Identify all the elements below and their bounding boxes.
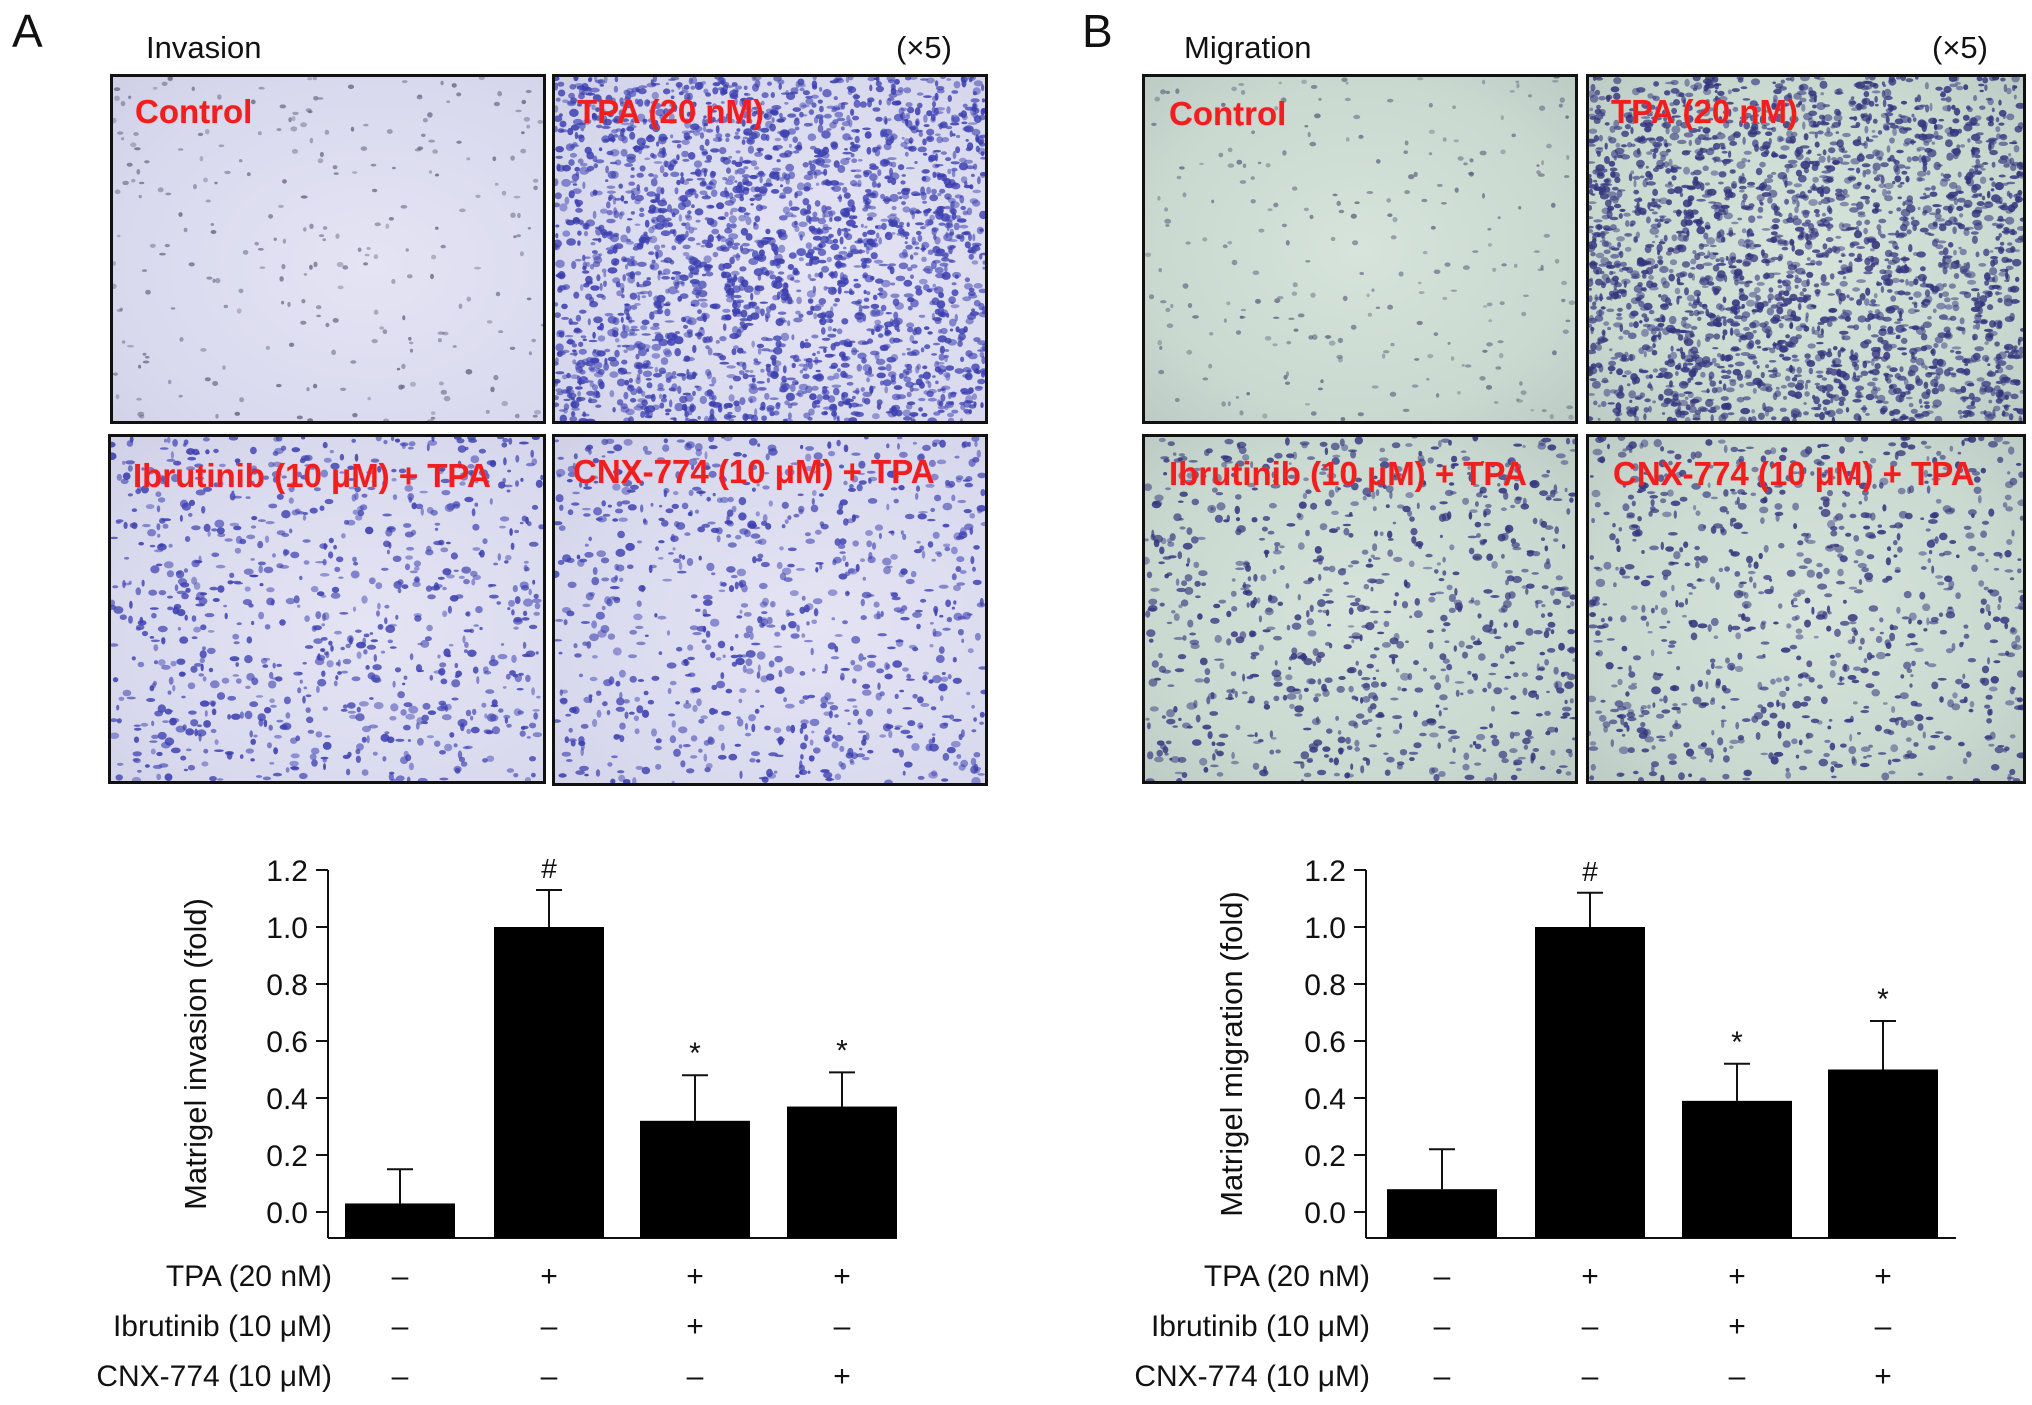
y-tick-label: 0.6 (266, 1026, 308, 1059)
micrograph-invasion-ibrutinib: Ibrutinib (10 μM) + TPA (108, 434, 546, 784)
plus-mark: + (686, 1260, 704, 1293)
micrograph-label: TPA (20 nM) (1611, 93, 1798, 130)
micrograph-invasion-cnx774: CNX-774 (10 μM) + TPA (552, 434, 988, 786)
micrograph-label: Ibrutinib (10 μM) + TPA (133, 457, 491, 494)
significance-marker: * (1731, 1026, 1743, 1059)
bar (1535, 927, 1645, 1238)
magnification-b: (×5) (1932, 30, 1988, 65)
bar (345, 1203, 455, 1238)
condition-row-label: Ibrutinib (10 μM) (1150, 1310, 1370, 1343)
micrograph-label: CNX-774 (10 μM) + TPA (573, 453, 935, 490)
condition-row-label: TPA (20 nM) (165, 1260, 332, 1293)
micrograph-label: CNX-774 (10 μM) + TPA (1613, 455, 1975, 492)
minus-mark: – (540, 1360, 558, 1393)
minus-mark: – (391, 1310, 409, 1343)
condition-row-label: Ibrutinib (10 μM) (112, 1310, 332, 1343)
micrograph-invasion-control: Control (110, 74, 546, 424)
minus-mark: – (1728, 1360, 1746, 1393)
bar (1828, 1069, 1938, 1238)
y-tick-label: 0.8 (1304, 969, 1346, 1002)
minus-mark: – (1581, 1360, 1599, 1393)
cell-stain-field (555, 437, 985, 783)
micrograph-label: Control (135, 93, 253, 130)
panel-letter-a: A (12, 5, 43, 57)
y-tick-label: 0.0 (1304, 1197, 1346, 1230)
plus-mark: + (540, 1260, 558, 1293)
y-tick-label: 0.4 (266, 1083, 308, 1116)
condition-row-label: TPA (20 nM) (1203, 1260, 1370, 1293)
micrograph-label: Control (1169, 95, 1287, 132)
y-axis-label: Matrigel invasion (fold) (178, 898, 213, 1210)
plus-mark: + (1728, 1310, 1746, 1343)
plus-mark: + (1874, 1260, 1892, 1293)
significance-marker: # (1582, 856, 1598, 887)
significance-marker: * (689, 1037, 701, 1070)
y-tick-label: 0.0 (266, 1197, 308, 1230)
y-tick-label: 1.0 (266, 912, 308, 945)
y-tick-label: 0.2 (1304, 1140, 1346, 1173)
micrograph-label: Ibrutinib (10 μM) + TPA (1169, 455, 1527, 492)
plus-mark: + (1874, 1360, 1892, 1393)
minus-mark: – (1581, 1310, 1599, 1343)
plus-mark: + (833, 1260, 851, 1293)
cell-stain-field (555, 77, 985, 421)
y-axis-label: Matrigel migration (fold) (1214, 891, 1249, 1217)
y-tick-label: 0.4 (1304, 1083, 1346, 1116)
minus-mark: – (391, 1360, 409, 1393)
plus-mark: + (833, 1360, 851, 1393)
bar (1682, 1100, 1792, 1238)
significance-marker: * (1877, 983, 1889, 1016)
condition-row-label: CNX-774 (10 μM) (96, 1360, 332, 1393)
cell-stain-field (1589, 437, 2023, 781)
magnification-a: (×5) (896, 30, 952, 65)
panel-title-invasion: Invasion (146, 30, 262, 65)
migration-bar-chart: 0.0 0.2 0.4 0.6 0.8 1.0 1.2 Matrigel migration … (1214, 855, 1956, 1239)
plus-mark: + (686, 1310, 704, 1343)
minus-mark: – (1874, 1310, 1892, 1343)
minus-mark: – (1433, 1260, 1451, 1293)
minus-mark: – (1433, 1310, 1451, 1343)
micrograph-invasion-tpa: TPA (20 nM) (552, 74, 988, 424)
micrograph-migration-tpa: TPA (20 nM) (1586, 74, 2026, 424)
y-tick-label: 0.8 (266, 969, 308, 1002)
cell-stain-field (1145, 77, 1575, 421)
y-tick-label: 0.6 (1304, 1026, 1346, 1059)
y-tick-label: 1.2 (266, 855, 308, 888)
minus-mark: – (833, 1310, 851, 1343)
micrograph-migration-control: Control (1142, 74, 1578, 424)
minus-mark: – (1433, 1360, 1451, 1393)
invasion-bar-chart: 0.0 0.2 0.4 0.6 0.8 1.0 1.2 Matrigel invasion (… (178, 853, 897, 1239)
micrograph-label: TPA (20 nM) (577, 93, 764, 130)
bar (494, 927, 604, 1238)
minus-mark: – (686, 1360, 704, 1393)
cell-stain-field (113, 77, 543, 421)
significance-marker: * (836, 1034, 848, 1067)
minus-mark: – (540, 1310, 558, 1343)
cell-stain-field (1145, 437, 1575, 781)
bar (787, 1106, 897, 1238)
micrograph-migration-cnx774: CNX-774 (10 μM) + TPA (1586, 434, 2026, 784)
micrograph-migration-ibrutinib: Ibrutinib (10 μM) + TPA (1142, 434, 1578, 784)
bar (640, 1120, 750, 1238)
cell-stain-field (1589, 77, 2023, 421)
minus-mark: – (391, 1260, 409, 1293)
panel-letter-b: B (1082, 5, 1113, 57)
condition-row-label: CNX-774 (10 μM) (1134, 1360, 1370, 1393)
significance-marker: # (541, 853, 557, 884)
plus-mark: + (1581, 1260, 1599, 1293)
y-tick-label: 1.0 (1304, 912, 1346, 945)
y-tick-label: 0.2 (266, 1140, 308, 1173)
bar (1387, 1189, 1497, 1238)
cell-stain-field (111, 437, 543, 781)
plus-mark: + (1728, 1260, 1746, 1293)
y-tick-label: 1.2 (1304, 855, 1346, 888)
panel-title-migration: Migration (1184, 30, 1312, 65)
